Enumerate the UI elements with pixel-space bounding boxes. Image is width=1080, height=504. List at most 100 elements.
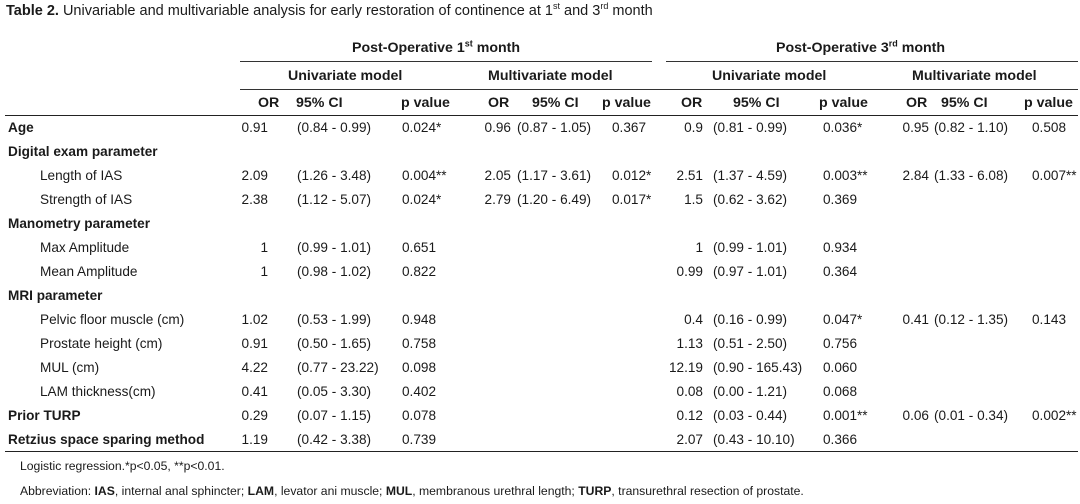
period-1-sup: st — [464, 38, 473, 49]
cell-ci-m3u: (0.90 - 165.43) — [713, 360, 803, 375]
row-label: Age — [8, 120, 34, 135]
univariate-header-3: Univariate model — [712, 68, 827, 84]
cell-or-m3m: 2.84 — [902, 168, 929, 183]
cell-p-m1u: 0.004** — [402, 168, 447, 183]
cell-p-m1u: 0.402 — [402, 384, 437, 399]
cell-ci-m1u: (0.53 - 1.99) — [297, 312, 372, 327]
cell-or-m1u: 1.19 — [241, 432, 268, 447]
cell-ci-m3m: (0.01 - 0.34) — [934, 408, 1009, 423]
cell-p-m1u: 0.822 — [402, 264, 437, 279]
abbr-term-lam: LAM — [247, 484, 275, 498]
abbr-term-mul: MUL — [385, 484, 413, 498]
cell-or-m1m: 2.05 — [484, 168, 511, 183]
cell-p-m3m: 0.508 — [1032, 120, 1067, 135]
cell-or-m1u: 0.29 — [241, 408, 268, 423]
cell-or-m3u: 1.5 — [684, 192, 703, 207]
cell-or-m3u: 12.19 — [668, 360, 703, 375]
period-3-header: Post-Operative 3rd month — [776, 39, 945, 56]
cell-p-m3m: 0.007** — [1032, 168, 1077, 183]
footnote-abbreviations: Abbreviation: IAS, internal anal sphinct… — [20, 484, 804, 498]
cell-or-m3m: 0.06 — [902, 408, 929, 423]
cell-or-m3u: 0.08 — [676, 384, 703, 399]
cell-ci-m1u: (0.50 - 1.65) — [297, 336, 372, 351]
abbr-term-ias: IAS — [94, 484, 115, 498]
row-label: MUL (cm) — [40, 360, 100, 375]
cell-ci-m1u: (0.07 - 1.15) — [297, 408, 372, 423]
cell-ci-m1u: (0.05 - 3.30) — [297, 384, 372, 399]
cell-ci-m1u: (1.12 - 5.07) — [297, 192, 372, 207]
cell-ci-m1u: (0.84 - 0.99) — [297, 120, 372, 135]
period-3-rule — [666, 61, 1078, 62]
abbr-def-mul: , membranous urethral length; — [412, 484, 579, 498]
row-label: Length of IAS — [40, 168, 123, 183]
cell-p-m1m: 0.012* — [612, 168, 652, 183]
cell-or-m3m: 0.95 — [902, 120, 929, 135]
cell-ci-m3m: (0.82 - 1.10) — [934, 120, 1009, 135]
period-3-text: Post-Operative 3 — [776, 40, 889, 56]
caption-sup-2: rd — [600, 1, 609, 12]
column-header-or-m3u: OR — [681, 95, 703, 111]
multivariate-header-1: Multivariate model — [488, 68, 613, 84]
cell-p-m1m: 0.367 — [612, 120, 647, 135]
column-header-p-m1m: p value — [602, 95, 651, 111]
cell-or-m3u: 0.99 — [676, 264, 703, 279]
cell-ci-m1u: (0.42 - 3.38) — [297, 432, 372, 447]
row-label: Prostate height (cm) — [40, 336, 163, 351]
cell-or-m1u: 0.91 — [241, 120, 268, 135]
row-label: Prior TURP — [8, 408, 81, 423]
cell-ci-m3u: (0.97 - 1.01) — [713, 264, 788, 279]
cell-ci-m1u: (1.26 - 3.48) — [297, 168, 372, 183]
cell-p-m3m: 0.143 — [1032, 312, 1067, 327]
abbr-def-ias: , internal anal sphincter; — [114, 484, 248, 498]
table-caption: Table 2. Univariable and multivariable a… — [6, 1, 653, 19]
cell-p-m1u: 0.758 — [402, 336, 437, 351]
cell-ci-m1u: (0.77 - 23.22) — [297, 360, 379, 375]
cell-ci-m3u: (0.62 - 3.62) — [713, 192, 788, 207]
cell-p-m1u: 0.024* — [402, 120, 442, 135]
cell-p-m3u: 0.934 — [823, 240, 858, 255]
cell-ci-m3u: (1.37 - 4.59) — [713, 168, 788, 183]
column-header-or-m1u: OR — [258, 95, 280, 111]
cell-p-m3u: 0.756 — [823, 336, 858, 351]
cell-or-m3u: 0.12 — [676, 408, 703, 423]
row-label: LAM thickness(cm) — [40, 384, 156, 399]
row-label: Max Amplitude — [40, 240, 130, 255]
caption-mid: and 3 — [560, 3, 601, 19]
column-header-ci-m1m: 95% CI — [532, 95, 579, 111]
abbr-def-turp: , transurethral resection of prostate. — [611, 484, 804, 498]
cell-or-m1m: 2.79 — [484, 192, 511, 207]
cell-ci-m1u: (0.99 - 1.01) — [297, 240, 372, 255]
column-header-ci-m3m: 95% CI — [941, 95, 988, 111]
cell-or-m3u: 0.9 — [684, 120, 703, 135]
cell-ci-m1m: (0.87 - 1.05) — [517, 120, 592, 135]
cell-or-m1u: 1 — [260, 240, 268, 255]
cell-p-m1m: 0.017* — [612, 192, 652, 207]
cell-ci-m3u: (0.00 - 1.21) — [713, 384, 788, 399]
cell-or-m1u: 4.22 — [241, 360, 268, 375]
model-rule — [240, 89, 1078, 90]
cell-p-m3u: 0.047* — [823, 312, 863, 327]
row-label: Digital exam parameter — [8, 144, 158, 159]
cell-or-m1u: 0.91 — [241, 336, 268, 351]
cell-ci-m3u: (0.99 - 1.01) — [713, 240, 788, 255]
cell-or-m3u: 0.4 — [684, 312, 703, 327]
caption-sup-1: st — [553, 1, 561, 12]
period-1-header: Post-Operative 1st month — [352, 38, 520, 56]
cell-p-m3u: 0.364 — [823, 264, 858, 279]
cell-p-m3u: 0.068 — [823, 384, 858, 399]
cell-or-m3u: 2.07 — [676, 432, 703, 447]
column-header-p-m3u: p value — [819, 95, 868, 111]
cell-p-m3u: 0.369 — [823, 192, 858, 207]
abbr-def-lam: , levator ani muscle; — [274, 484, 386, 498]
cell-p-m1u: 0.948 — [402, 312, 437, 327]
cell-or-m1u: 2.38 — [241, 192, 268, 207]
abbr-prefix: Abbreviation: — [20, 484, 95, 498]
period-1-text: Post-Operative 1 — [352, 40, 465, 56]
cell-or-m3u: 1.13 — [676, 336, 703, 351]
row-label: Strength of IAS — [40, 192, 133, 207]
table-caption-text: Univariable and multivariable analysis f… — [62, 3, 553, 19]
footnote-logistic: Logistic regression.*p<0.05, **p<0.01. — [20, 459, 225, 473]
cell-p-m1u: 0.024* — [402, 192, 442, 207]
cell-or-m3u: 2.51 — [676, 168, 703, 183]
cell-ci-m1m: (1.17 - 3.61) — [517, 168, 592, 183]
